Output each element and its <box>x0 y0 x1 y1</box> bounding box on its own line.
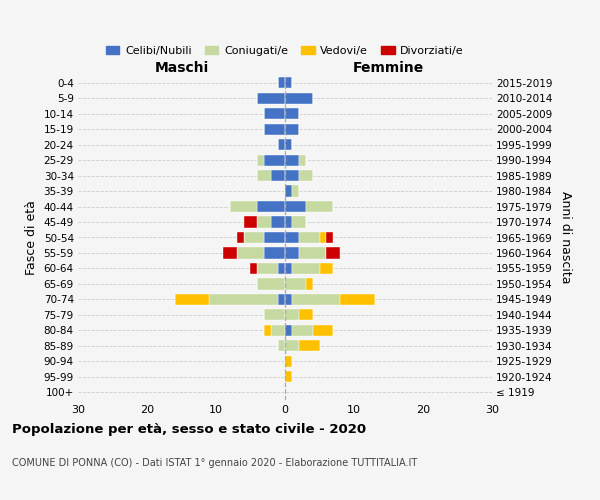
Bar <box>257 170 271 181</box>
Bar <box>223 248 237 258</box>
Bar <box>306 278 313 289</box>
Bar <box>306 201 334 212</box>
Text: Maschi: Maschi <box>154 61 209 75</box>
Bar <box>257 154 265 166</box>
Bar <box>285 139 292 150</box>
Bar <box>271 170 285 181</box>
Bar <box>265 232 285 243</box>
Bar <box>285 310 299 320</box>
Bar <box>285 77 292 88</box>
Bar <box>285 340 299 351</box>
Bar <box>299 248 326 258</box>
Bar <box>237 232 244 243</box>
Bar <box>265 325 271 336</box>
Bar <box>285 356 292 367</box>
Bar <box>292 263 320 274</box>
Bar <box>292 186 299 196</box>
Bar <box>257 278 285 289</box>
Bar <box>271 325 285 336</box>
Text: COMUNE DI PONNA (CO) - Dati ISTAT 1° gennaio 2020 - Elaborazione TUTTITALIA.IT: COMUNE DI PONNA (CO) - Dati ISTAT 1° gen… <box>12 458 417 468</box>
Bar <box>292 325 313 336</box>
Y-axis label: Anni di nascita: Anni di nascita <box>559 191 572 284</box>
Bar <box>313 325 334 336</box>
Bar <box>251 263 257 274</box>
Bar <box>299 310 313 320</box>
Bar <box>285 294 292 305</box>
Bar <box>257 263 278 274</box>
Bar <box>257 92 285 104</box>
Bar <box>257 216 271 228</box>
Bar <box>285 232 299 243</box>
Legend: Celibi/Nubili, Coniugati/e, Vedovi/e, Divorziati/e: Celibi/Nubili, Coniugati/e, Vedovi/e, Di… <box>102 42 468 60</box>
Bar <box>326 232 334 243</box>
Bar <box>175 294 209 305</box>
Bar <box>285 201 306 212</box>
Text: Femmine: Femmine <box>353 61 424 75</box>
Bar <box>320 263 334 274</box>
Bar <box>278 340 285 351</box>
Y-axis label: Fasce di età: Fasce di età <box>25 200 38 275</box>
Bar <box>265 154 285 166</box>
Bar <box>320 232 326 243</box>
Bar <box>278 139 285 150</box>
Bar <box>326 248 340 258</box>
Bar <box>285 186 292 196</box>
Bar <box>292 216 306 228</box>
Bar <box>285 371 292 382</box>
Bar <box>244 216 257 228</box>
Bar <box>285 108 299 120</box>
Bar <box>278 294 285 305</box>
Bar <box>285 170 299 181</box>
Bar <box>271 216 285 228</box>
Bar <box>265 310 285 320</box>
Bar <box>265 124 285 134</box>
Bar <box>285 216 292 228</box>
Bar <box>285 154 299 166</box>
Bar <box>292 294 340 305</box>
Bar <box>299 154 306 166</box>
Bar <box>299 232 320 243</box>
Bar <box>209 294 278 305</box>
Bar <box>244 232 265 243</box>
Bar <box>285 263 292 274</box>
Bar <box>285 248 299 258</box>
Bar <box>230 201 257 212</box>
Bar <box>299 340 320 351</box>
Bar <box>299 170 313 181</box>
Bar <box>285 92 313 104</box>
Bar <box>265 248 285 258</box>
Text: Popolazione per età, sesso e stato civile - 2020: Popolazione per età, sesso e stato civil… <box>12 422 366 436</box>
Bar <box>278 77 285 88</box>
Bar <box>237 248 265 258</box>
Bar <box>285 278 306 289</box>
Bar <box>257 201 285 212</box>
Bar <box>265 108 285 120</box>
Bar <box>285 325 292 336</box>
Bar <box>340 294 374 305</box>
Bar <box>285 124 299 134</box>
Bar <box>278 263 285 274</box>
